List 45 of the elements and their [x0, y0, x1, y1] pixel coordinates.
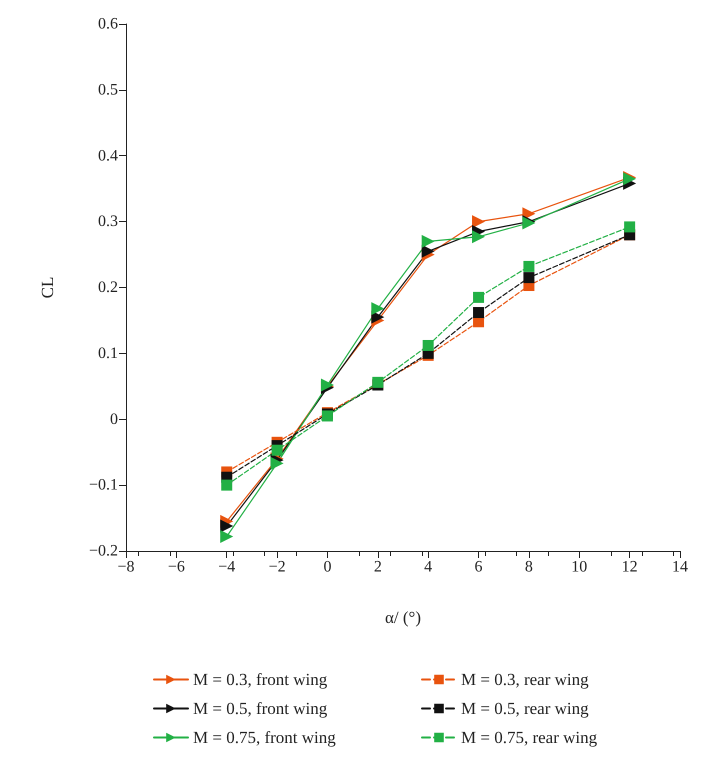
x-tick-label: 12 — [622, 558, 638, 576]
y-tick-label: 0.3 — [98, 213, 118, 230]
point — [472, 215, 486, 228]
x-tick-label: −8 — [117, 558, 135, 576]
legend-label: M = 0.3, rear wing — [461, 670, 590, 689]
x-tick-label: 8 — [524, 558, 533, 576]
x-tick-label: 0 — [323, 558, 332, 576]
y-tick-label: 0.4 — [98, 147, 118, 164]
legend-label: M = 0.5, front wing — [193, 699, 328, 718]
x-tick-label: 14 — [672, 558, 688, 576]
point — [472, 230, 486, 244]
point — [523, 260, 534, 272]
point — [523, 272, 534, 284]
y-tick-label: −0.1 — [88, 476, 118, 494]
y-tick-label: 0.6 — [98, 16, 118, 32]
y-axis-title: CL — [38, 276, 57, 298]
y-tick-label: 0.1 — [98, 344, 118, 362]
point — [422, 234, 435, 248]
y-tick-label: 0.2 — [98, 279, 118, 296]
point — [221, 480, 232, 491]
point — [270, 456, 284, 470]
legend-label: M = 0.75, rear wing — [461, 728, 598, 747]
y-tick-label: 0.5 — [98, 81, 118, 98]
legend-label: M = 0.5, rear wing — [461, 699, 590, 718]
point — [624, 221, 636, 232]
x-tick-label: 4 — [424, 558, 432, 576]
point — [422, 244, 435, 258]
legend-label: M = 0.75, front wing — [193, 728, 336, 747]
x-axis-title: α/ (°) — [384, 608, 422, 627]
x-tick-label: −2 — [268, 558, 286, 576]
point — [371, 302, 384, 316]
y-tick-label: −0.2 — [88, 542, 118, 560]
point — [422, 340, 434, 351]
x-tick-label: 2 — [374, 558, 382, 576]
point — [272, 444, 283, 456]
legend-label: M = 0.3, front wing — [193, 670, 328, 689]
y-tick-label: 0 — [110, 410, 118, 428]
point — [473, 307, 484, 318]
point — [220, 530, 234, 544]
x-tick-label: 10 — [571, 558, 588, 576]
x-tick-label: −6 — [168, 558, 185, 576]
x-tick-label: 6 — [474, 558, 483, 576]
point — [220, 519, 234, 532]
x-tick-label: −4 — [218, 558, 236, 576]
point — [473, 292, 484, 303]
